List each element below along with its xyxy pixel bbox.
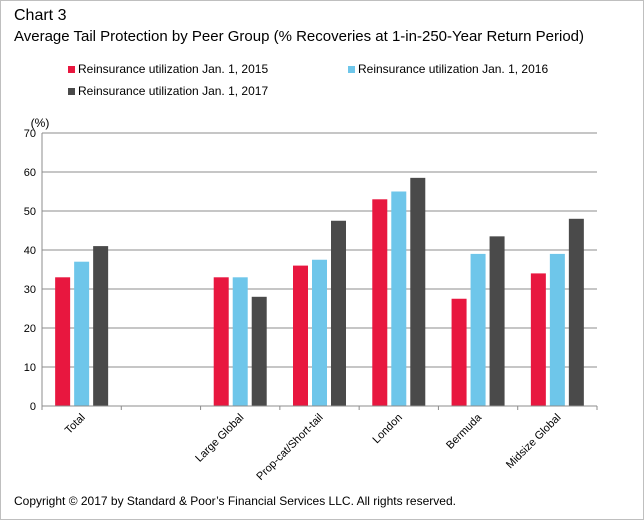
bar	[251, 296, 267, 406]
bar	[470, 253, 486, 406]
x-tick-label: London	[370, 412, 404, 446]
y-axis-ticks: 0 10 20 30 40 50 60 70	[24, 128, 36, 413]
y-tick-label: 60	[24, 167, 36, 179]
copyright-notice: Copyright © 2017 by Standard & Poor’s Fi…	[14, 494, 456, 508]
y-tick-label: 50	[24, 206, 36, 218]
bar	[74, 261, 90, 406]
chart-number: Chart 3	[14, 7, 67, 24]
legend: Reinsurance utilization Jan. 1, 2015 Rein…	[68, 62, 548, 98]
chart-title: Average Tail Protection by Peer Group (%…	[14, 28, 585, 45]
bar	[410, 177, 426, 406]
bar	[372, 199, 388, 406]
y-tick-label: 70	[24, 128, 36, 140]
bar	[293, 265, 308, 406]
bar	[331, 220, 346, 406]
legend-label: Reinsurance utilization Jan. 1, 2016	[358, 62, 548, 76]
bar	[93, 246, 109, 406]
y-tick-label: 40	[24, 245, 36, 257]
x-tick-label: Large Global	[193, 412, 246, 465]
y-tick-label: 0	[30, 401, 36, 413]
x-tick-label: Prop-cat/Short-tail	[254, 412, 325, 483]
legend-swatch	[68, 88, 75, 95]
bar	[549, 253, 565, 406]
x-tick-label: Midsize Global	[504, 412, 563, 471]
y-tick-label: 20	[24, 323, 36, 335]
x-tick-label: Bermuda	[444, 411, 485, 452]
bar	[530, 273, 546, 406]
legend-label: Reinsurance utilization Jan. 1, 2017	[78, 84, 268, 98]
y-axis-label: (%)	[31, 116, 50, 130]
bar	[489, 236, 505, 406]
legend-swatch	[68, 66, 75, 73]
bar	[568, 218, 584, 406]
bar	[55, 277, 71, 406]
bar	[391, 191, 407, 406]
y-tick-label: 30	[24, 284, 36, 296]
bar	[451, 298, 467, 406]
legend-swatch	[348, 66, 355, 73]
x-tick-label: Total	[63, 412, 88, 437]
bar	[312, 259, 327, 406]
legend-label: Reinsurance utilization Jan. 1, 2015	[78, 62, 268, 76]
y-tick-label: 10	[24, 362, 36, 374]
bars	[55, 177, 584, 406]
x-axis-ticks: Total Large Global Prop-cat/Short-tail Lond…	[63, 411, 564, 483]
axes	[41, 133, 598, 410]
bar	[213, 277, 229, 406]
bar	[232, 277, 248, 406]
